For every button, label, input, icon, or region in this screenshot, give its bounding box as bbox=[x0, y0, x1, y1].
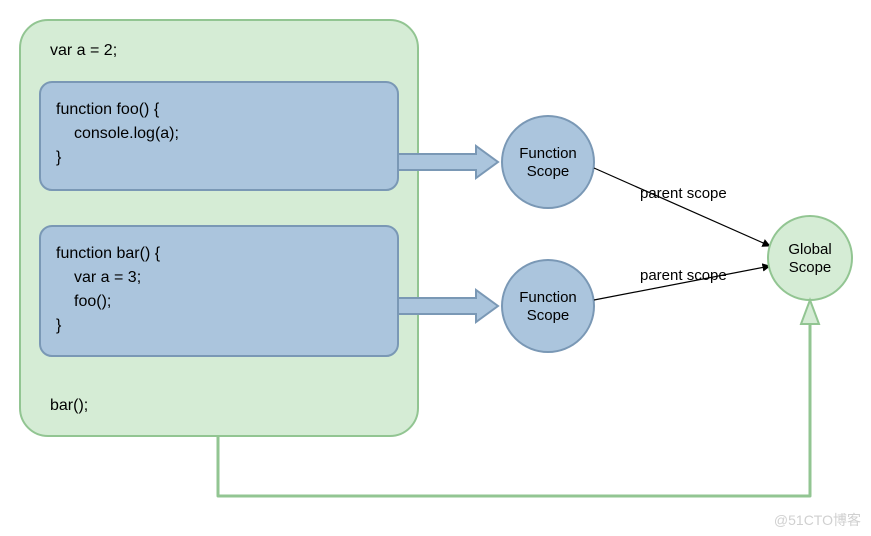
code-line: var a = 2; bbox=[50, 42, 117, 59]
code-line: console.log(a); bbox=[74, 125, 179, 142]
scope-label: Global bbox=[788, 241, 831, 258]
scope-label: Scope bbox=[527, 163, 570, 180]
code-line: bar(); bbox=[50, 397, 88, 414]
global-scope-circle bbox=[768, 216, 852, 300]
function-scope-circle-bar bbox=[502, 260, 594, 352]
parent-scope-label: parent scope bbox=[640, 267, 727, 284]
parent-scope-arrow-foo bbox=[594, 168, 770, 246]
scope-label: Scope bbox=[789, 259, 832, 276]
parent-scope-label: parent scope bbox=[640, 185, 727, 202]
return-arrow-head bbox=[801, 300, 819, 324]
diagram-canvas: var a = 2; bar(); function foo() { console.… bbox=[0, 0, 871, 536]
code-line: } bbox=[56, 149, 62, 166]
code-line: var a = 3; bbox=[74, 269, 141, 286]
code-line: } bbox=[56, 317, 62, 334]
function-scope-circle-foo bbox=[502, 116, 594, 208]
scope-label: Scope bbox=[527, 307, 570, 324]
scope-label: Function bbox=[519, 289, 577, 306]
code-line: function bar() { bbox=[56, 245, 161, 262]
code-line: function foo() { bbox=[56, 101, 160, 118]
code-line: foo(); bbox=[74, 293, 111, 310]
scope-label: Function bbox=[519, 145, 577, 162]
